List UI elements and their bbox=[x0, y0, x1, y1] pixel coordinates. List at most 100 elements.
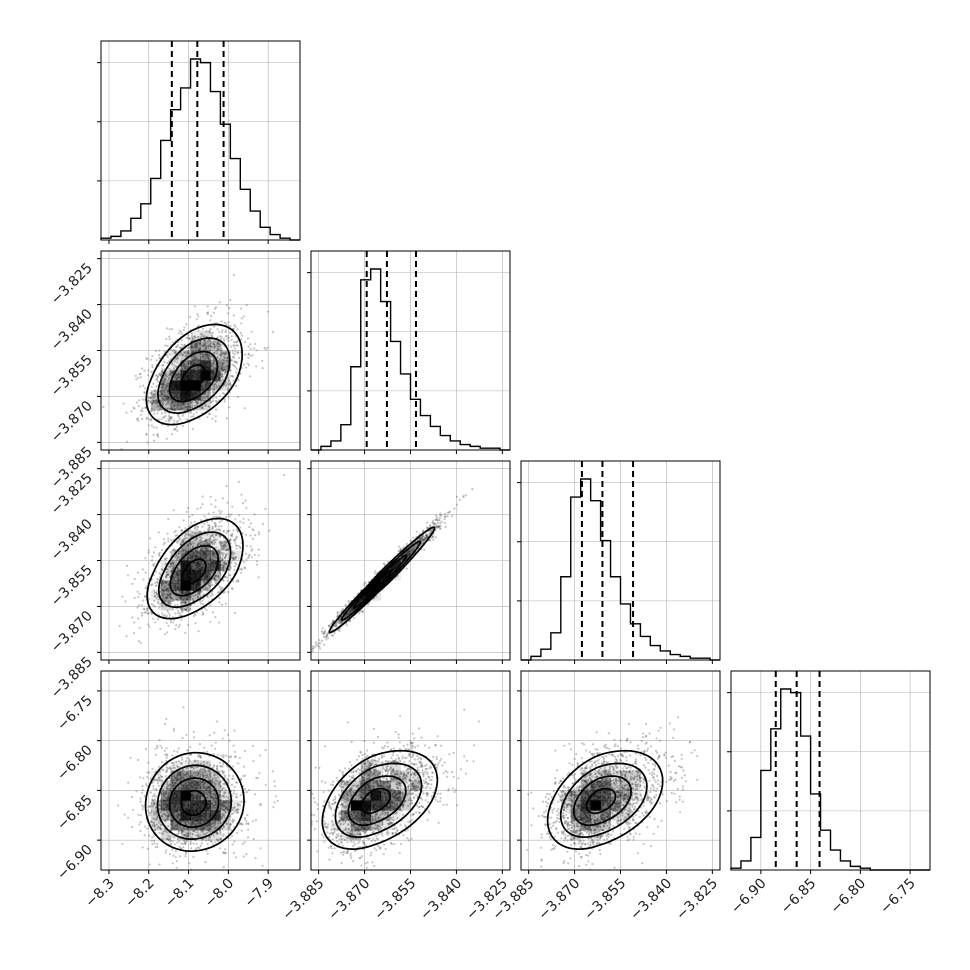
density-cell bbox=[150, 590, 161, 601]
scatter-point bbox=[216, 549, 220, 552]
scatter-point bbox=[225, 552, 228, 556]
scatter-point bbox=[176, 612, 179, 615]
scatter-point bbox=[219, 535, 222, 538]
scatter-point bbox=[166, 589, 169, 593]
scatter-point bbox=[194, 401, 198, 404]
scatter-point bbox=[173, 531, 176, 534]
scatter-point bbox=[258, 533, 261, 536]
scatter-point bbox=[224, 330, 227, 334]
scatter-point bbox=[190, 400, 193, 403]
scatter-point bbox=[210, 541, 213, 544]
scatter-point bbox=[182, 553, 185, 556]
scatter-point bbox=[214, 399, 217, 403]
scatter-point bbox=[184, 600, 187, 603]
scatter-point bbox=[233, 360, 237, 363]
scatter-point bbox=[156, 402, 159, 405]
scatter-point bbox=[145, 607, 148, 611]
scatter-point bbox=[146, 357, 149, 360]
scatter-point bbox=[173, 376, 176, 379]
scatter-point bbox=[205, 539, 208, 542]
scatter-point bbox=[191, 351, 194, 354]
contour-line bbox=[145, 323, 244, 426]
scatter-point bbox=[311, 650, 314, 653]
scatter-point bbox=[164, 589, 168, 592]
scatter-point bbox=[150, 401, 153, 404]
scatter-point bbox=[168, 353, 171, 356]
scatter-point bbox=[438, 519, 441, 522]
scatter-point bbox=[164, 394, 167, 398]
scatter-point bbox=[151, 354, 154, 358]
scatter-point bbox=[212, 553, 215, 556]
scatter-point bbox=[214, 415, 217, 418]
scatter-point bbox=[214, 505, 217, 508]
scatter-point bbox=[180, 346, 184, 349]
scatter-point bbox=[180, 333, 184, 336]
scatter-point bbox=[222, 351, 225, 355]
scatter-point bbox=[207, 512, 210, 515]
scatter-point bbox=[161, 588, 164, 591]
scatter-point bbox=[160, 582, 163, 585]
density-cell bbox=[200, 530, 211, 541]
scatter-point bbox=[179, 347, 182, 350]
scatter-point bbox=[164, 344, 167, 347]
scatter-point bbox=[408, 549, 411, 552]
scatter-point bbox=[196, 543, 199, 547]
scatter-point bbox=[235, 344, 238, 347]
scatter-point bbox=[144, 595, 147, 598]
scatter-point bbox=[160, 589, 163, 592]
scatter-point bbox=[165, 621, 168, 625]
scatter-point bbox=[180, 554, 183, 557]
scatter-point bbox=[165, 437, 168, 440]
scatter-point bbox=[167, 594, 170, 597]
scatter-point bbox=[220, 379, 223, 382]
scatter-point bbox=[161, 368, 164, 371]
scatter-point bbox=[151, 409, 154, 413]
scatter-point bbox=[165, 574, 168, 577]
scatter-point bbox=[319, 642, 322, 645]
density-cell bbox=[170, 570, 181, 581]
scatter-point bbox=[219, 586, 222, 589]
scatter-point bbox=[208, 526, 211, 530]
scatter-point bbox=[174, 377, 177, 380]
scatter-point bbox=[229, 564, 232, 567]
scatter-point bbox=[236, 529, 239, 533]
scatter-point bbox=[179, 543, 182, 546]
scatter-point bbox=[143, 611, 146, 614]
scatter-point bbox=[219, 589, 222, 592]
scatter-point bbox=[164, 581, 168, 584]
scatter-point bbox=[136, 590, 139, 593]
scatter-point bbox=[211, 520, 214, 523]
scatter-point bbox=[169, 416, 172, 419]
scatter-point bbox=[149, 537, 152, 540]
scatter-point bbox=[176, 568, 180, 571]
scatter-point bbox=[218, 541, 221, 544]
scatter-point bbox=[226, 360, 229, 363]
scatter-point bbox=[147, 612, 150, 615]
scatter-point bbox=[219, 348, 222, 351]
scatter-point bbox=[257, 548, 260, 551]
scatter-point bbox=[206, 354, 209, 357]
density-cell bbox=[180, 530, 191, 541]
scatter-point bbox=[205, 346, 208, 349]
scatter-point bbox=[211, 527, 214, 530]
scatter-point bbox=[210, 581, 213, 584]
scatter-point bbox=[183, 351, 186, 354]
scatter-point bbox=[224, 562, 227, 565]
scatter-point bbox=[225, 549, 228, 552]
scatter-point bbox=[213, 307, 217, 310]
scatter-point bbox=[240, 317, 243, 320]
scatter-point bbox=[222, 378, 225, 382]
scatter-point bbox=[189, 547, 192, 550]
scatter-point bbox=[156, 374, 159, 377]
scatter-point bbox=[210, 342, 213, 345]
scatter-point bbox=[220, 346, 223, 350]
scatter-point bbox=[228, 538, 232, 541]
scatter-point bbox=[167, 568, 170, 571]
scatter-point bbox=[435, 518, 438, 521]
scatter-point bbox=[227, 321, 230, 324]
scatter-point bbox=[408, 554, 411, 557]
scatter-point bbox=[190, 332, 193, 335]
scatter-point bbox=[146, 612, 149, 615]
scatter-point bbox=[197, 592, 200, 595]
scatter-point bbox=[183, 351, 187, 354]
